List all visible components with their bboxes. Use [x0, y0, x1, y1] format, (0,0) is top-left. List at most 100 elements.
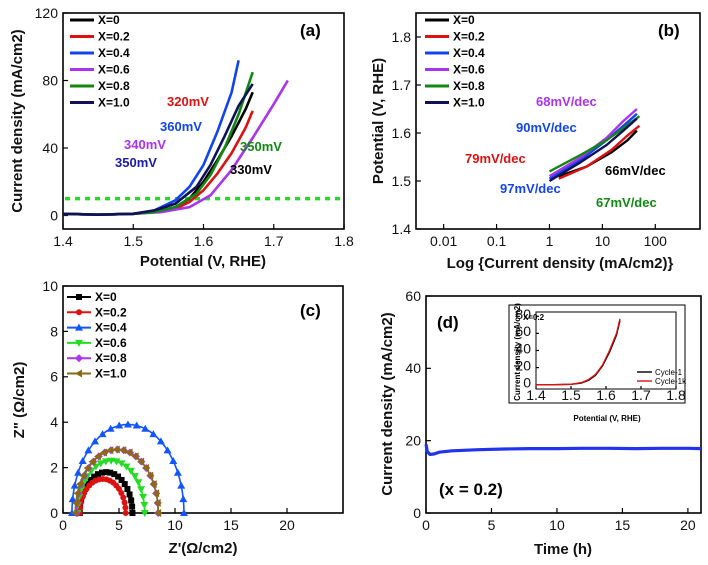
inset-series-1 — [536, 318, 621, 386]
c-marker — [137, 457, 145, 466]
c-marker — [121, 499, 128, 506]
d-ytick-label: 0 — [413, 505, 421, 521]
panel-d-series — [424, 444, 702, 456]
c-marker — [91, 463, 100, 471]
c-marker — [139, 493, 148, 501]
c-marker — [71, 509, 79, 517]
panel-a-ylabel: Current density (mA/cm2) — [9, 29, 26, 212]
panel-b-legend: X=0 X=0.2 X=0.4 X=0.6 X=0.8 X=1.0 — [425, 13, 485, 110]
inset-frame — [508, 304, 686, 404]
annotation-a-1: 360mV — [160, 119, 202, 134]
c-marker — [149, 480, 157, 489]
d-ytick-label: 20 — [405, 433, 421, 449]
a-xtick-label: 1.5 — [124, 233, 144, 249]
b-ytick-label: 1.7 — [392, 77, 412, 93]
inset-xtick-label: 1.4 — [526, 387, 546, 403]
panel-d-ylabel: Current density (mA/cm2) — [379, 312, 396, 495]
a-ytick-label: 40 — [42, 140, 58, 156]
a-ytick-label: 0 — [50, 207, 58, 223]
inset-xtick-label: 1.7 — [631, 387, 651, 403]
c-marker — [112, 445, 120, 454]
b-ytick-label: 1.8 — [392, 29, 412, 45]
c-marker — [84, 446, 93, 454]
a-ytick-label: 120 — [35, 5, 59, 21]
b-xtick-label: 0.01 — [430, 233, 457, 249]
panel-c-label: (c) — [300, 301, 321, 320]
b-xtick-label: 1 — [546, 233, 554, 249]
c-marker — [78, 456, 87, 464]
annotation-a-0: 320mV — [167, 94, 209, 109]
panel-b-xlabel: Log {Current density (mA/cm2)} — [447, 255, 674, 272]
b-legend-text-4: X=0.8 — [453, 79, 485, 93]
b-legend-text-3: X=0.6 — [453, 63, 485, 77]
panel-a-label: (a) — [300, 21, 321, 40]
annotation-b-1: 90mV/dec — [516, 120, 577, 135]
inset-label: X=0.2 — [523, 313, 545, 322]
c-marker — [169, 456, 178, 464]
b-series-1 — [558, 124, 641, 180]
b-ytick-label: 1.6 — [392, 125, 412, 141]
c-marker — [101, 458, 110, 466]
c-series-markers-2 — [67, 420, 188, 516]
c-marker — [140, 510, 149, 517]
c-legend-marker-4 — [75, 354, 83, 363]
annotation-b-5: 67mV/dec — [596, 195, 657, 210]
panel-a-xlabel: Potential (V, RHE) — [140, 253, 266, 270]
c-legend-marker-3 — [75, 339, 83, 347]
c-marker — [132, 421, 141, 429]
c-marker — [146, 471, 154, 480]
a-xtick-label: 1.6 — [194, 233, 214, 249]
c-marker — [117, 460, 126, 468]
panel-b-ticks: 0.01 0.1 1 10 100 1.4 1.5 1.6 1.7 1.8 — [392, 29, 668, 249]
c-marker — [111, 471, 118, 478]
panel-c-legend: X=0X=0.2 X=0.4X=0.6X=0.8 X=1.0 — [67, 290, 127, 381]
a-legend-text-0: X=0 — [98, 13, 120, 27]
c-marker — [177, 481, 186, 489]
panel-a-ticks: 1.4 1.5 1.6 1.7 1.8 0 40 80 120 — [35, 5, 354, 249]
annotation-a-4: 350mV — [115, 155, 157, 170]
c-marker — [112, 458, 121, 466]
c-marker — [74, 468, 83, 476]
c-marker — [94, 471, 101, 478]
c-marker — [149, 430, 158, 438]
panel-b-series — [548, 108, 641, 183]
panel-d-label: (d) — [437, 313, 459, 332]
b-xtick-label: 0.1 — [487, 233, 507, 249]
b-legend-text-0: X=0 — [453, 13, 475, 27]
c-marker — [99, 448, 107, 457]
b-legend-text-1: X=0.2 — [453, 30, 485, 44]
c-marker — [68, 495, 77, 503]
d-xtick-label: 5 — [488, 517, 496, 533]
a-xtick-label: 1.7 — [264, 233, 284, 249]
c-marker — [83, 464, 91, 473]
c-legend-marker-0 — [76, 294, 82, 300]
inset-legend-text-0: Cycle-1 — [655, 368, 683, 377]
c-xtick-label: 20 — [279, 517, 295, 533]
c-xtick-label: 5 — [115, 517, 123, 533]
c-marker — [122, 510, 129, 516]
c-marker — [70, 481, 79, 489]
panel-c-ylabel: Z" (Ω/cm2) — [11, 362, 28, 439]
annotation-b-2: 79mV/dec — [465, 151, 526, 166]
c-marker — [179, 495, 188, 503]
c-marker — [126, 491, 133, 498]
c-marker — [99, 469, 106, 476]
c-marker — [124, 485, 131, 492]
c-marker — [103, 469, 110, 476]
annotation-b-0: 68mV/dec — [536, 94, 597, 109]
c-legend-text-0: X=0 — [95, 290, 117, 304]
a-ytick-label: 80 — [42, 72, 58, 88]
c-legend-marker-1 — [76, 309, 82, 316]
c-marker — [87, 476, 94, 483]
c-marker — [96, 460, 105, 468]
inset-series — [536, 318, 621, 386]
c-marker — [118, 489, 125, 496]
d-ytick-label: 40 — [405, 360, 421, 376]
c-marker — [153, 499, 161, 508]
